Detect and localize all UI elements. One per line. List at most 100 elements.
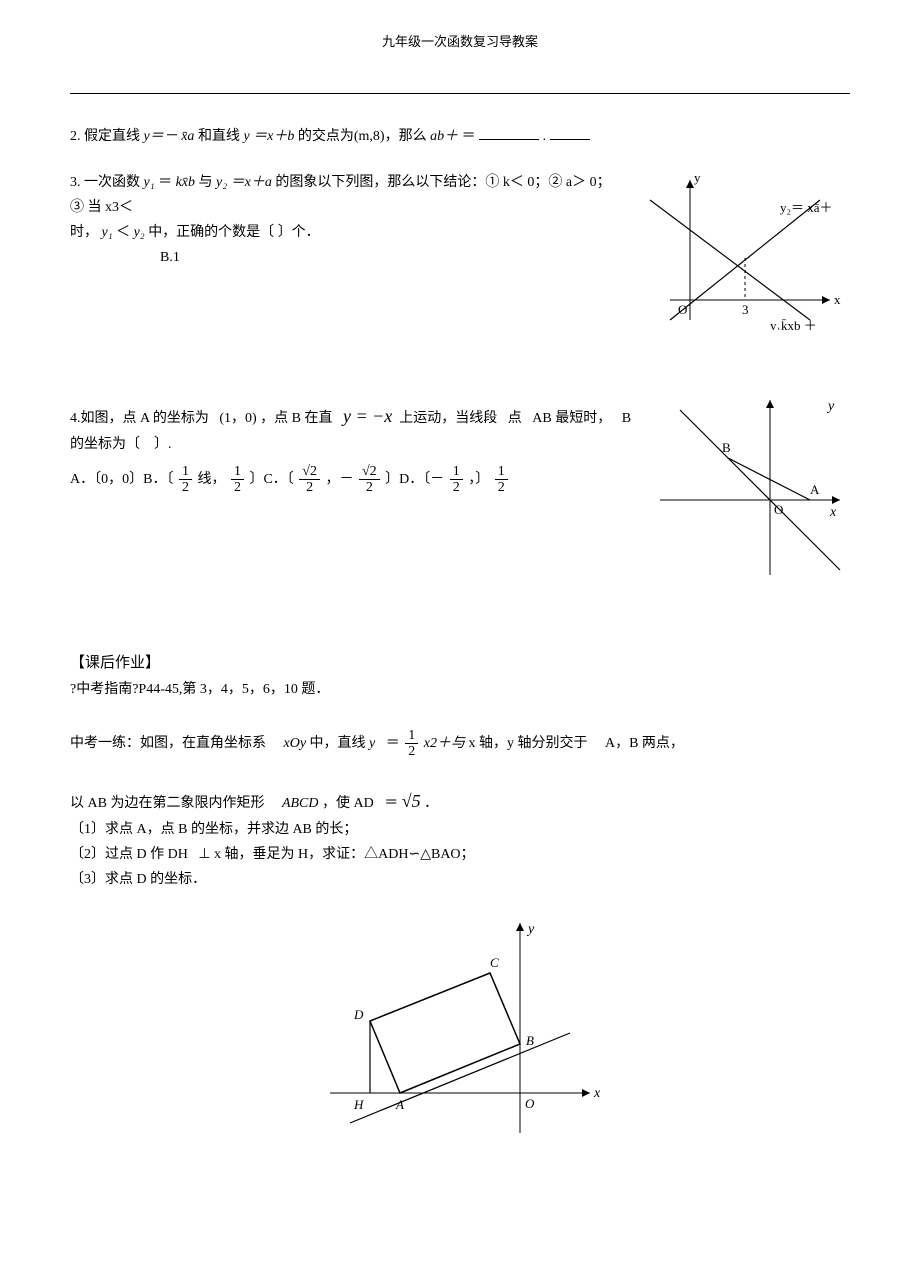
q3-zero1: 0；② a＞	[527, 175, 586, 190]
page-header: 九年级一次函数复习导教案	[70, 30, 850, 53]
q2-eq2b: ＝x＋b	[253, 129, 294, 144]
hw-l2c: x 轴，y 轴分别交于	[468, 736, 587, 751]
homework-line1: ?中考指南?P44-45,第 3，4，5，6，10 题．	[70, 677, 850, 702]
hw-xoy: xOy	[284, 736, 307, 751]
q3-mid2: 的图象以下列图，那么以下结论：① k＜	[275, 175, 524, 190]
q4-comma2: ，－	[325, 472, 353, 487]
q2-eq1a: y＝－	[144, 129, 178, 144]
hw-s2a: 〔2〕过点 D 作 DH	[70, 847, 188, 862]
homework-sub1: 〔1〕求点 A，点 B 的坐标，并求边 AB 的长；	[70, 817, 850, 842]
q4-y-label: y	[826, 399, 835, 414]
problem-3: y x O 3 y₂＝ xā＋ y₁k̄xb ＋ 3. 一次函数 y₁ ＝ kx…	[70, 170, 850, 330]
q4-frac2: 12	[231, 464, 244, 496]
q2-eq2a: y	[243, 129, 249, 144]
q3-eq2: ＝x＋a	[231, 175, 272, 190]
hw-l3a: 以 AB 为边在第二象限内作矩形	[70, 796, 264, 811]
homework-line3: 以 AB 为边在第二象限内作矩形 ABCD ，使 AD ＝ √5 ．	[70, 785, 850, 817]
q3-lt: ＜	[116, 225, 130, 240]
q4-parenc: 〕D．〔－	[385, 472, 444, 487]
q3-mid4: 〕个．	[278, 225, 320, 240]
hw-fig-x: x	[593, 1086, 601, 1101]
hw-s2b: x 轴，垂足为 H，求证：△ADH∽△BAO；	[214, 847, 475, 862]
q3-eq1: ＝	[158, 175, 172, 190]
homework-title: 【课后作业】	[70, 650, 850, 677]
q3-y1b: y₁	[102, 225, 113, 240]
hw-l3c: ．	[424, 796, 438, 811]
q2-blank2	[550, 125, 590, 140]
q2-mid1: 和直线	[198, 129, 244, 144]
q3-y2-label: y₂＝ xā＋	[780, 200, 833, 215]
q2-mid2: 的交点为(m,8)，那么	[298, 129, 430, 144]
q2-eq: ＝	[462, 129, 476, 144]
q4-mid1: ，点 B 在直	[260, 411, 332, 426]
q3-y2: y₂	[216, 175, 227, 190]
q4-parenb: 〕C．〔	[249, 472, 293, 487]
homework-section: 【课后作业】 ?中考指南?P44-45,第 3，4，5，6，10 题． 中考一练…	[70, 650, 850, 892]
q3-mid3: 中，正确的个数是〔	[148, 225, 274, 240]
q3-origin: O	[678, 302, 687, 317]
hw-yeq: y	[369, 736, 375, 751]
q3-mid: 与	[199, 175, 217, 190]
hw-fig-b: B	[526, 1033, 534, 1048]
divider	[70, 93, 850, 94]
hw-l3b: ，使 AD	[322, 796, 374, 811]
q4-frac5: 12	[450, 464, 463, 496]
q3-kxb: kx̄b	[176, 175, 195, 190]
q2-expr: ab＋	[430, 129, 458, 144]
q2-eq1b: x̄a	[181, 129, 194, 144]
q3-y1: y₁	[144, 175, 155, 190]
q4-B: B	[722, 440, 731, 455]
homework-sub3: 〔3〕求点 D 的坐标．	[70, 867, 850, 892]
hw-l2b: 中，直线	[310, 736, 370, 751]
q3-x-label: x	[834, 292, 841, 307]
q4-frac4: √22	[359, 464, 380, 496]
q4-frac3: √22	[299, 464, 320, 496]
q4-eqyx: y = −x	[343, 406, 392, 426]
q3-y2b: y₂	[134, 225, 145, 240]
hw-eqsign: ＝	[386, 736, 400, 751]
q4-figure: y x O A B	[650, 390, 850, 580]
hw-l2a: 中考一练：如图，在直角坐标系	[70, 736, 266, 751]
q4-line1a: 4.如图，点 A 的坐标为	[70, 411, 209, 426]
hw-sqrt5: √5	[402, 791, 421, 811]
homework-line2: 中考一练：如图，在直角坐标系 xOy 中，直线 y ＝ 12 x2＋与 x 轴，…	[70, 728, 850, 760]
hw-l2d: A，B 两点，	[605, 736, 684, 751]
q4-comma: 线，	[197, 472, 225, 487]
q4-origin: O	[774, 502, 783, 517]
q2-blank	[479, 125, 539, 140]
q4-mid5: 〕.	[154, 437, 172, 452]
q4-coorda: (1，0)	[219, 411, 256, 426]
q2-tail: .	[543, 129, 547, 144]
hw-fig-a: A	[395, 1097, 404, 1112]
q3-y1-label: y₁k̄xb ＋	[770, 318, 817, 330]
q4-optA: A．〔0，0〕B．〔	[70, 472, 173, 487]
hw-fig-y: y	[526, 922, 535, 937]
hw-fig-o: O	[525, 1096, 535, 1111]
q4-frac6: 12	[495, 464, 508, 496]
q4-mid2: 上运动，当线段	[399, 411, 497, 426]
q4-comma3: ，〕	[468, 472, 489, 487]
q4-mid3: AB 最短时，	[532, 411, 611, 426]
q4-frac1: 12	[179, 464, 192, 496]
hw-fig-h: H	[353, 1097, 364, 1112]
q3-tick3: 3	[742, 302, 749, 317]
homework-figure: y x O A B C D H	[310, 913, 610, 1143]
q3-line1a: 3. 一次函数	[70, 175, 144, 190]
hw-perp: ⊥	[198, 847, 210, 862]
hw-x2: x2＋与	[424, 736, 465, 751]
hw-frac12: 12	[405, 728, 418, 760]
q4-x-label: x	[829, 505, 837, 520]
problem-2: 2. 假定直线 y＝－ x̄a 和直线 y ＝x＋b 的交点为(m,8)，那么 …	[70, 124, 850, 149]
q3-line2a: 时，	[70, 225, 98, 240]
q4-A: A	[810, 482, 820, 497]
hw-abcd: ABCD	[282, 796, 319, 811]
q4-gapdot: 点	[508, 411, 522, 426]
hw-fig-c: C	[490, 955, 499, 970]
problem-4: y x O A B 4.如图，点 A 的坐标为 (1，0) ，点 B 在直 y …	[70, 400, 850, 580]
hw-eq2: ＝	[384, 796, 398, 811]
homework-sub2: 〔2〕过点 D 作 DH ⊥ x 轴，垂足为 H，求证：△ADH∽△BAO；	[70, 842, 850, 867]
hw-fig-d: D	[353, 1007, 364, 1022]
q3-figure: y x O 3 y₂＝ xā＋ y₁k̄xb ＋	[630, 170, 850, 330]
q3-y-label: y	[694, 170, 701, 185]
q2-prefix: 2. 假定直线	[70, 129, 144, 144]
